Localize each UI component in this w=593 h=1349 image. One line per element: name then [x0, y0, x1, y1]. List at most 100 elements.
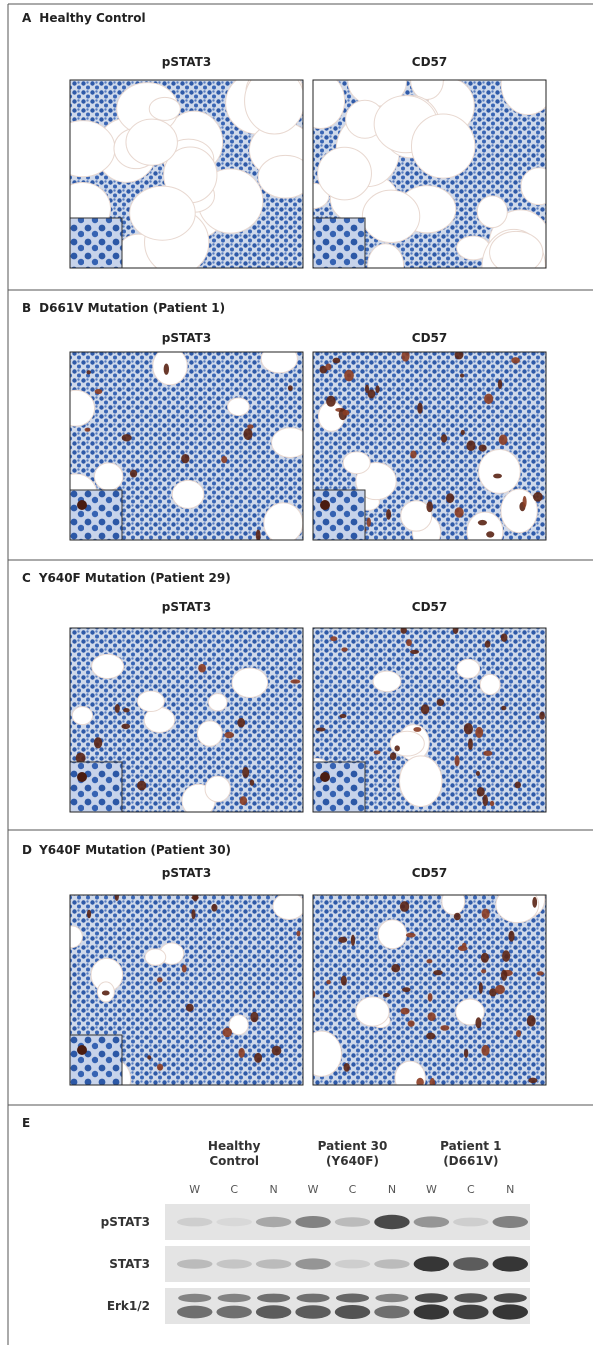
band [295, 1216, 331, 1228]
group-label: Patient 30 [318, 1139, 388, 1153]
stained-cell [446, 493, 454, 503]
stained-cell [224, 732, 234, 738]
stained-cell [479, 982, 483, 994]
band [256, 1259, 292, 1269]
stained-cell [254, 1053, 262, 1063]
stained-cell [458, 946, 468, 951]
row-label: STAT3 [109, 1257, 150, 1271]
stained-cell [461, 430, 465, 435]
stained-cell [476, 771, 480, 776]
fat-vacuole [467, 512, 503, 551]
stained-cell [221, 456, 227, 463]
fat-vacuole [137, 691, 164, 712]
lane-label: N [388, 1183, 396, 1196]
panel-letter: B [22, 301, 31, 315]
stained-cell [502, 950, 510, 962]
stained-cell [464, 723, 473, 734]
stained-cell [408, 1020, 415, 1027]
group-label: (D661V) [443, 1154, 498, 1168]
band [335, 1305, 371, 1319]
stained-cell [437, 699, 445, 706]
stained-cell [256, 529, 261, 540]
stained-cell [147, 1055, 151, 1059]
fat-vacuole [145, 949, 166, 966]
lane-label: C [349, 1183, 357, 1196]
stained-cell [181, 454, 189, 463]
panel-title: Y640F Mutation (Patient 29) [38, 571, 231, 585]
panel: DY640F Mutation (Patient 30)pSTAT3CD57 [8, 843, 593, 1105]
lane-label: W [189, 1183, 200, 1196]
band [493, 1256, 529, 1271]
band [335, 1260, 371, 1269]
stained-cell [440, 1025, 449, 1031]
band [177, 1218, 213, 1227]
stained-cell [341, 975, 347, 985]
fat-vacuole [228, 398, 250, 416]
fat-vacuole [149, 97, 180, 120]
lane-label: C [230, 1183, 238, 1196]
stained-cell [481, 969, 486, 973]
stained-cell [115, 891, 119, 901]
stained-cell [499, 434, 508, 445]
panel-title: D661V Mutation (Patient 1) [39, 301, 225, 315]
fat-vacuole [521, 168, 557, 205]
stained-cell [344, 370, 354, 382]
stained-cell [186, 1004, 194, 1012]
band [336, 1294, 369, 1303]
inset [70, 762, 122, 812]
stained-cell [157, 977, 163, 982]
band [493, 1216, 529, 1228]
fat-vacuole [208, 694, 227, 711]
stained-cell [85, 428, 91, 432]
band [453, 1257, 489, 1271]
stained-cell [484, 394, 493, 405]
stained-cell [182, 965, 187, 973]
lane-label: C [467, 1183, 475, 1196]
fat-vacuole [378, 920, 406, 949]
image-label: CD57 [412, 866, 447, 880]
stained-cell [485, 641, 491, 648]
stained-cell [533, 492, 543, 502]
stained-cell [410, 450, 416, 458]
panel-letter: A [22, 11, 32, 25]
band [374, 1306, 410, 1319]
micrograph [54, 345, 309, 543]
stained-cell [441, 434, 447, 442]
stained-cell [481, 953, 489, 963]
fat-vacuole [172, 480, 204, 508]
lane-label: W [426, 1183, 437, 1196]
stained-cell [157, 1064, 163, 1071]
micrograph [70, 628, 303, 817]
panel-letter: C [22, 571, 31, 585]
inset [70, 1035, 122, 1085]
stained-cell [375, 385, 379, 393]
stained-cell [515, 781, 521, 788]
fat-vacuole [232, 668, 268, 698]
group-label: Healthy [208, 1139, 261, 1153]
stained-cell [481, 1045, 489, 1056]
stained-cell [483, 751, 492, 756]
fat-vacuole [126, 119, 177, 165]
stained-cell [428, 993, 433, 1002]
stained-cell [464, 1049, 468, 1058]
stained-cell [508, 931, 514, 942]
inset-cell [77, 772, 87, 782]
stained-cell [296, 931, 300, 937]
stained-cell [87, 910, 91, 919]
stained-cell [430, 1078, 436, 1089]
stained-cell [528, 1078, 537, 1084]
stained-cell [406, 639, 412, 646]
stained-cell [539, 712, 545, 720]
stained-cell [406, 933, 416, 938]
fat-vacuole [297, 73, 345, 129]
stained-cell [477, 787, 485, 796]
stained-cell [374, 750, 381, 754]
fat-vacuole [302, 1031, 342, 1076]
stained-cell [413, 727, 421, 732]
fat-vacuole [272, 428, 310, 458]
image-label: pSTAT3 [162, 55, 211, 69]
stained-cell [498, 379, 502, 389]
fat-vacuole [480, 674, 500, 694]
stained-cell [490, 801, 494, 806]
